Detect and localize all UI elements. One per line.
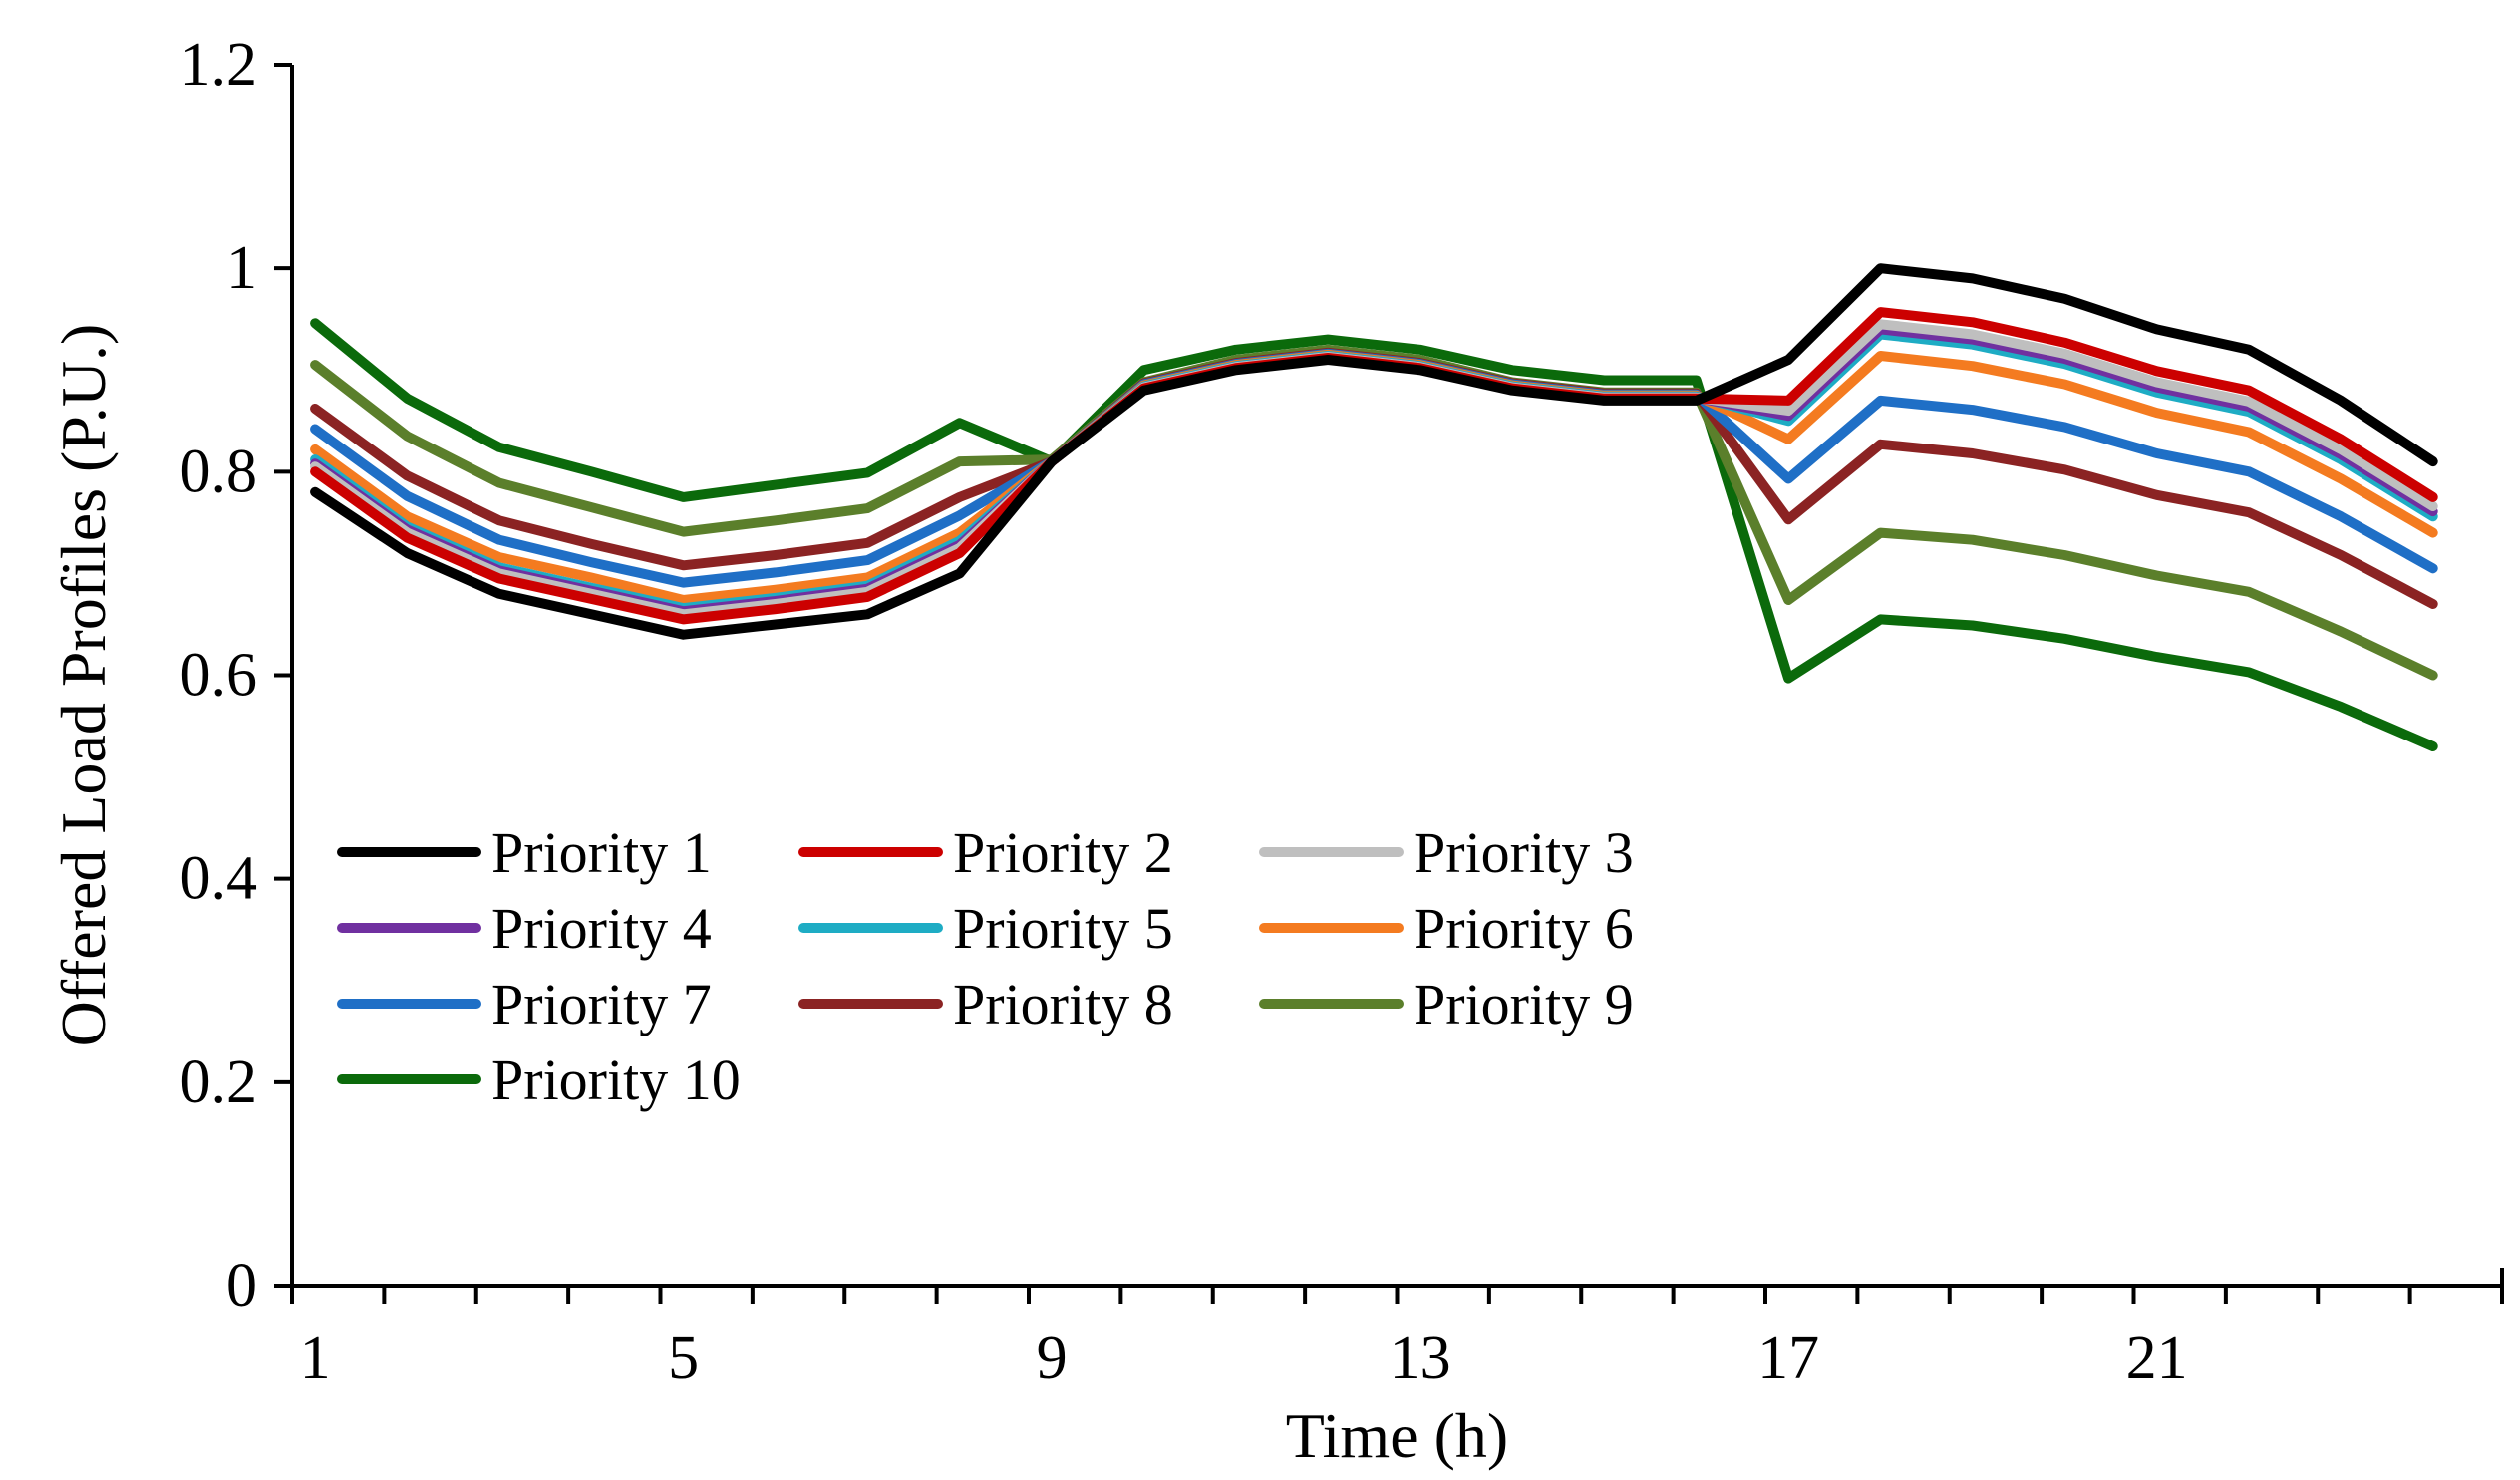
x-tick-label: 5 [668,1325,699,1392]
series-line-priority-10 [310,318,2438,751]
series-line-priority-7 [310,348,2438,588]
x-tick-label: 13 [1390,1325,1451,1392]
legend-label: Priority 4 [491,896,712,961]
legend-label: Priority 5 [953,896,1173,961]
legend-label: Priority 1 [491,820,712,885]
legend-label: Priority 10 [491,1047,741,1112]
x-axis-title: Time (h) [1286,1400,1508,1471]
x-ticks: 1 5 9 13 17 21 [290,1286,2504,1392]
legend-label: Priority 6 [1414,896,1634,961]
y-tick-label: 1.2 [180,31,258,99]
legend-label: Priority 9 [1414,972,1634,1036]
x-tick-label: 21 [2126,1325,2188,1392]
series-line-priority-1 [310,263,2438,640]
y-tick-label: 0 [226,1252,257,1320]
y-ticks: 0 0.2 0.4 0.6 0.8 1 1.2 [180,31,292,1320]
legend-label: Priority 3 [1414,820,1634,885]
legend-label: Priority 7 [491,972,712,1036]
y-tick-label: 0.6 [180,642,258,710]
y-axis-title: Offered Load Profiles (P.U.) [48,324,119,1047]
y-tick-label: 0.2 [180,1048,258,1116]
legend: Priority 1 Priority 2 Priority 3 Priority 4… [337,820,1634,1112]
series-lines [310,263,2438,751]
x-tick-label: 9 [1037,1325,1068,1392]
legend-label: Priority 8 [953,972,1173,1036]
x-tick-label: 1 [300,1325,331,1392]
y-tick-label: 0.8 [180,438,258,505]
y-tick-label: 0.4 [180,845,258,913]
y-tick-label: 1 [226,234,257,302]
legend-label: Priority 2 [953,820,1173,885]
x-tick-label: 17 [1757,1325,1819,1392]
